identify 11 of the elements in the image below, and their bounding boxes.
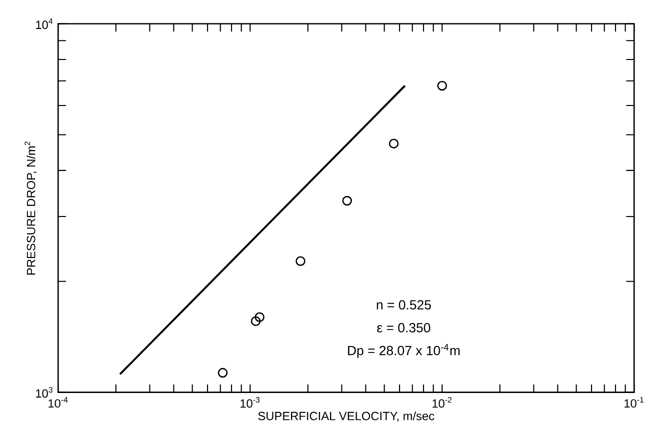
annotation: n = 0.525 bbox=[376, 300, 431, 310]
x-tick-label: 10$^{-4}$ bbox=[48, 397, 68, 408]
x-tick-label: 10$^{-3}$ bbox=[240, 397, 260, 408]
x-tick-label: 10$^{-2}$ bbox=[432, 397, 452, 408]
y-axis-title: PRESSURE DROP, N/m$^{2}$ bbox=[24, 142, 37, 275]
y-tick-label: 10$^{4}$ bbox=[36, 18, 53, 30]
x-tick-label: 10$^{-1}$ bbox=[624, 397, 644, 408]
annotation: Dp = 28.07 x 10$^{-4}$m bbox=[348, 344, 460, 358]
x-axis-title: SUPERFICIAL VELOCITY, m/sec bbox=[258, 412, 434, 422]
annotation: ε = 0.350 bbox=[377, 323, 430, 332]
y-tick-label: 10$^{3}$ bbox=[36, 387, 52, 398]
